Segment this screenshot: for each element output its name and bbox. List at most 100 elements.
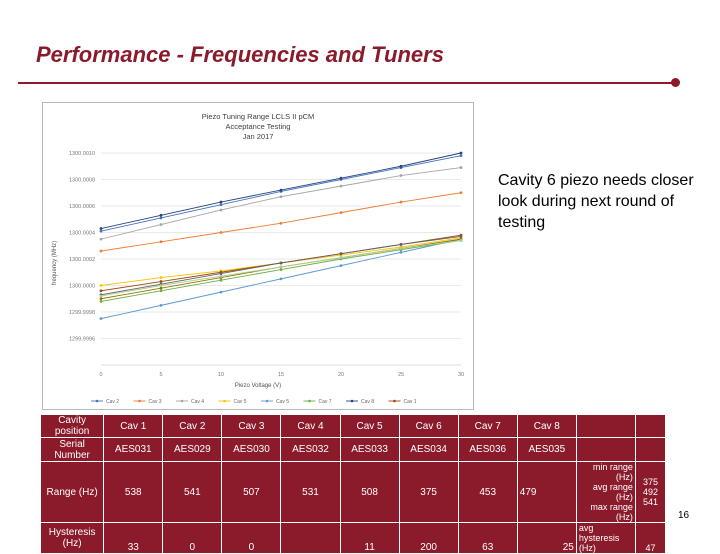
data-point bbox=[219, 208, 223, 212]
avg-hysteresis-label: avg hysteresis (Hz) bbox=[575, 522, 636, 554]
cav-cell: Cav 5 bbox=[339, 414, 400, 438]
data-point bbox=[219, 274, 223, 278]
blank-cell bbox=[634, 437, 667, 462]
data-point bbox=[459, 235, 463, 238]
table-row: Serial Number AES031 AES029 AES030 AES03… bbox=[39, 437, 667, 462]
data-point bbox=[399, 250, 403, 254]
legend-label: Cav 1 bbox=[404, 399, 417, 405]
y-tick-label: 1300.0010 bbox=[69, 151, 95, 157]
legend-label: Cav 8 bbox=[361, 399, 374, 405]
x-axis-label: Piezo Voltage (V) bbox=[235, 383, 281, 389]
data-point bbox=[99, 249, 103, 253]
slide-title: Performance - Frequencies and Tuners bbox=[36, 42, 444, 67]
cavity-table: Cavity position Cav 1 Cav 2 Cav 3 Cav 4 … bbox=[39, 414, 667, 554]
data-point bbox=[399, 164, 403, 168]
chart-title-line: Piezo Tuning Range LCLS II pCM bbox=[202, 112, 315, 121]
data-point bbox=[219, 272, 223, 275]
cav-cell: Cav 7 bbox=[457, 414, 518, 438]
legend-label: Cav 2 bbox=[106, 399, 119, 405]
serial-cell: AES036 bbox=[457, 437, 518, 462]
row-label-hysteresis: Hysteresis (Hz) bbox=[39, 522, 105, 554]
series-line bbox=[100, 167, 462, 240]
data-point bbox=[399, 174, 403, 177]
data-point bbox=[399, 247, 403, 250]
data-point bbox=[159, 303, 163, 307]
hyst-cell: 63 bbox=[457, 522, 518, 554]
max-range-label: max range (Hz) bbox=[590, 502, 633, 522]
y-tick-label: 1300.0006 bbox=[69, 204, 95, 210]
data-point bbox=[159, 280, 163, 283]
y-tick-label: 1300.0002 bbox=[69, 257, 95, 263]
range-cell: 531 bbox=[280, 461, 341, 523]
cav-cell: Cav 1 bbox=[103, 414, 164, 438]
table-row: Hysteresis (Hz) 33 0 0 11 200 63 25 avg … bbox=[39, 522, 667, 554]
series-line bbox=[100, 155, 462, 232]
legend-label: Cav 5 bbox=[234, 399, 247, 405]
data-point bbox=[339, 256, 343, 260]
row-label-range: Range (Hz) bbox=[39, 461, 105, 523]
data-point bbox=[159, 223, 163, 226]
legend-label: Cav 5 bbox=[276, 399, 289, 405]
avg-range-value: 492 bbox=[642, 487, 658, 497]
chart-frame: Piezo Tuning Range LCLS II pCM Acceptance… bbox=[42, 102, 474, 410]
data-point bbox=[339, 184, 343, 188]
data-point bbox=[279, 277, 283, 281]
data-point bbox=[219, 278, 223, 282]
data-point bbox=[99, 237, 103, 241]
legend-marker bbox=[138, 399, 141, 403]
data-point bbox=[339, 264, 343, 268]
chart-title-line: Acceptance Testing bbox=[226, 122, 291, 131]
chart-legend: Cav 2 Cav 3 Cav 4 Cav 5 Cav 5 Cav 7 Cav 8 Cav 1 bbox=[91, 399, 417, 405]
legend-label: Cav 3 bbox=[149, 399, 162, 405]
data-point bbox=[159, 286, 163, 290]
serial-cell: AES032 bbox=[280, 437, 341, 462]
legend-marker bbox=[393, 399, 396, 403]
legend-label: Cav 4 bbox=[191, 399, 204, 405]
blank-cell bbox=[575, 414, 636, 438]
legend-marker bbox=[308, 399, 311, 403]
legend-marker bbox=[180, 399, 184, 403]
chart-title: Piezo Tuning Range LCLS II pCMAcceptance… bbox=[202, 112, 315, 141]
row-label-cavity-position: Cavity position bbox=[39, 414, 105, 438]
legend-label: Cav 7 bbox=[319, 399, 332, 405]
data-point bbox=[459, 151, 463, 155]
data-point bbox=[219, 231, 223, 234]
data-point bbox=[159, 284, 163, 287]
min-range-value: 375 bbox=[642, 477, 658, 487]
data-point bbox=[459, 191, 463, 195]
data-point bbox=[99, 284, 103, 287]
legend-marker bbox=[350, 399, 354, 403]
x-tick-label: 15 bbox=[278, 372, 284, 378]
x-tick-label: 0 bbox=[99, 372, 102, 378]
title-underline-dot bbox=[671, 78, 680, 87]
range-cell: 541 bbox=[162, 461, 223, 523]
legend-marker bbox=[265, 399, 269, 403]
serial-cell: AES031 bbox=[103, 437, 164, 462]
data-point bbox=[219, 200, 223, 204]
page-number: 16 bbox=[678, 510, 690, 521]
cav-cell: Cav 8 bbox=[516, 414, 577, 438]
y-axis-label: frequency (MHz) bbox=[52, 241, 58, 285]
data-point bbox=[459, 154, 463, 158]
y-tick-label: 1300.0008 bbox=[69, 178, 95, 184]
x-tick-label: 30 bbox=[458, 372, 464, 378]
data-point bbox=[219, 203, 223, 207]
testing-note: Cavity 6 piezo needs closer look during … bbox=[498, 172, 694, 231]
chart-series bbox=[99, 151, 463, 321]
cav-cell: Cav 3 bbox=[221, 414, 282, 438]
y-tick-labels: 1300.0010 1300.0008 1300.0006 1300.0004 1300… bbox=[69, 151, 95, 343]
cav-cell: Cav 6 bbox=[398, 414, 459, 438]
data-point bbox=[459, 239, 463, 242]
x-tick-label: 20 bbox=[338, 372, 344, 378]
stats-value-cell: 375 492 541 bbox=[634, 461, 667, 523]
row-label-serial-number: Serial Number bbox=[39, 437, 105, 462]
x-tick-label: 25 bbox=[398, 372, 404, 378]
y-tick-label: 1299.9996 bbox=[69, 337, 95, 343]
range-cell: 507 bbox=[221, 461, 282, 523]
chart-title-line: Jan 2017 bbox=[243, 132, 274, 141]
blank-cell bbox=[575, 437, 636, 462]
range-cell: 453 bbox=[457, 461, 518, 523]
y-tick-label: 1300.0000 bbox=[69, 284, 95, 290]
data-point bbox=[159, 289, 163, 293]
avg-range-label: avg range (Hz) bbox=[592, 482, 633, 502]
